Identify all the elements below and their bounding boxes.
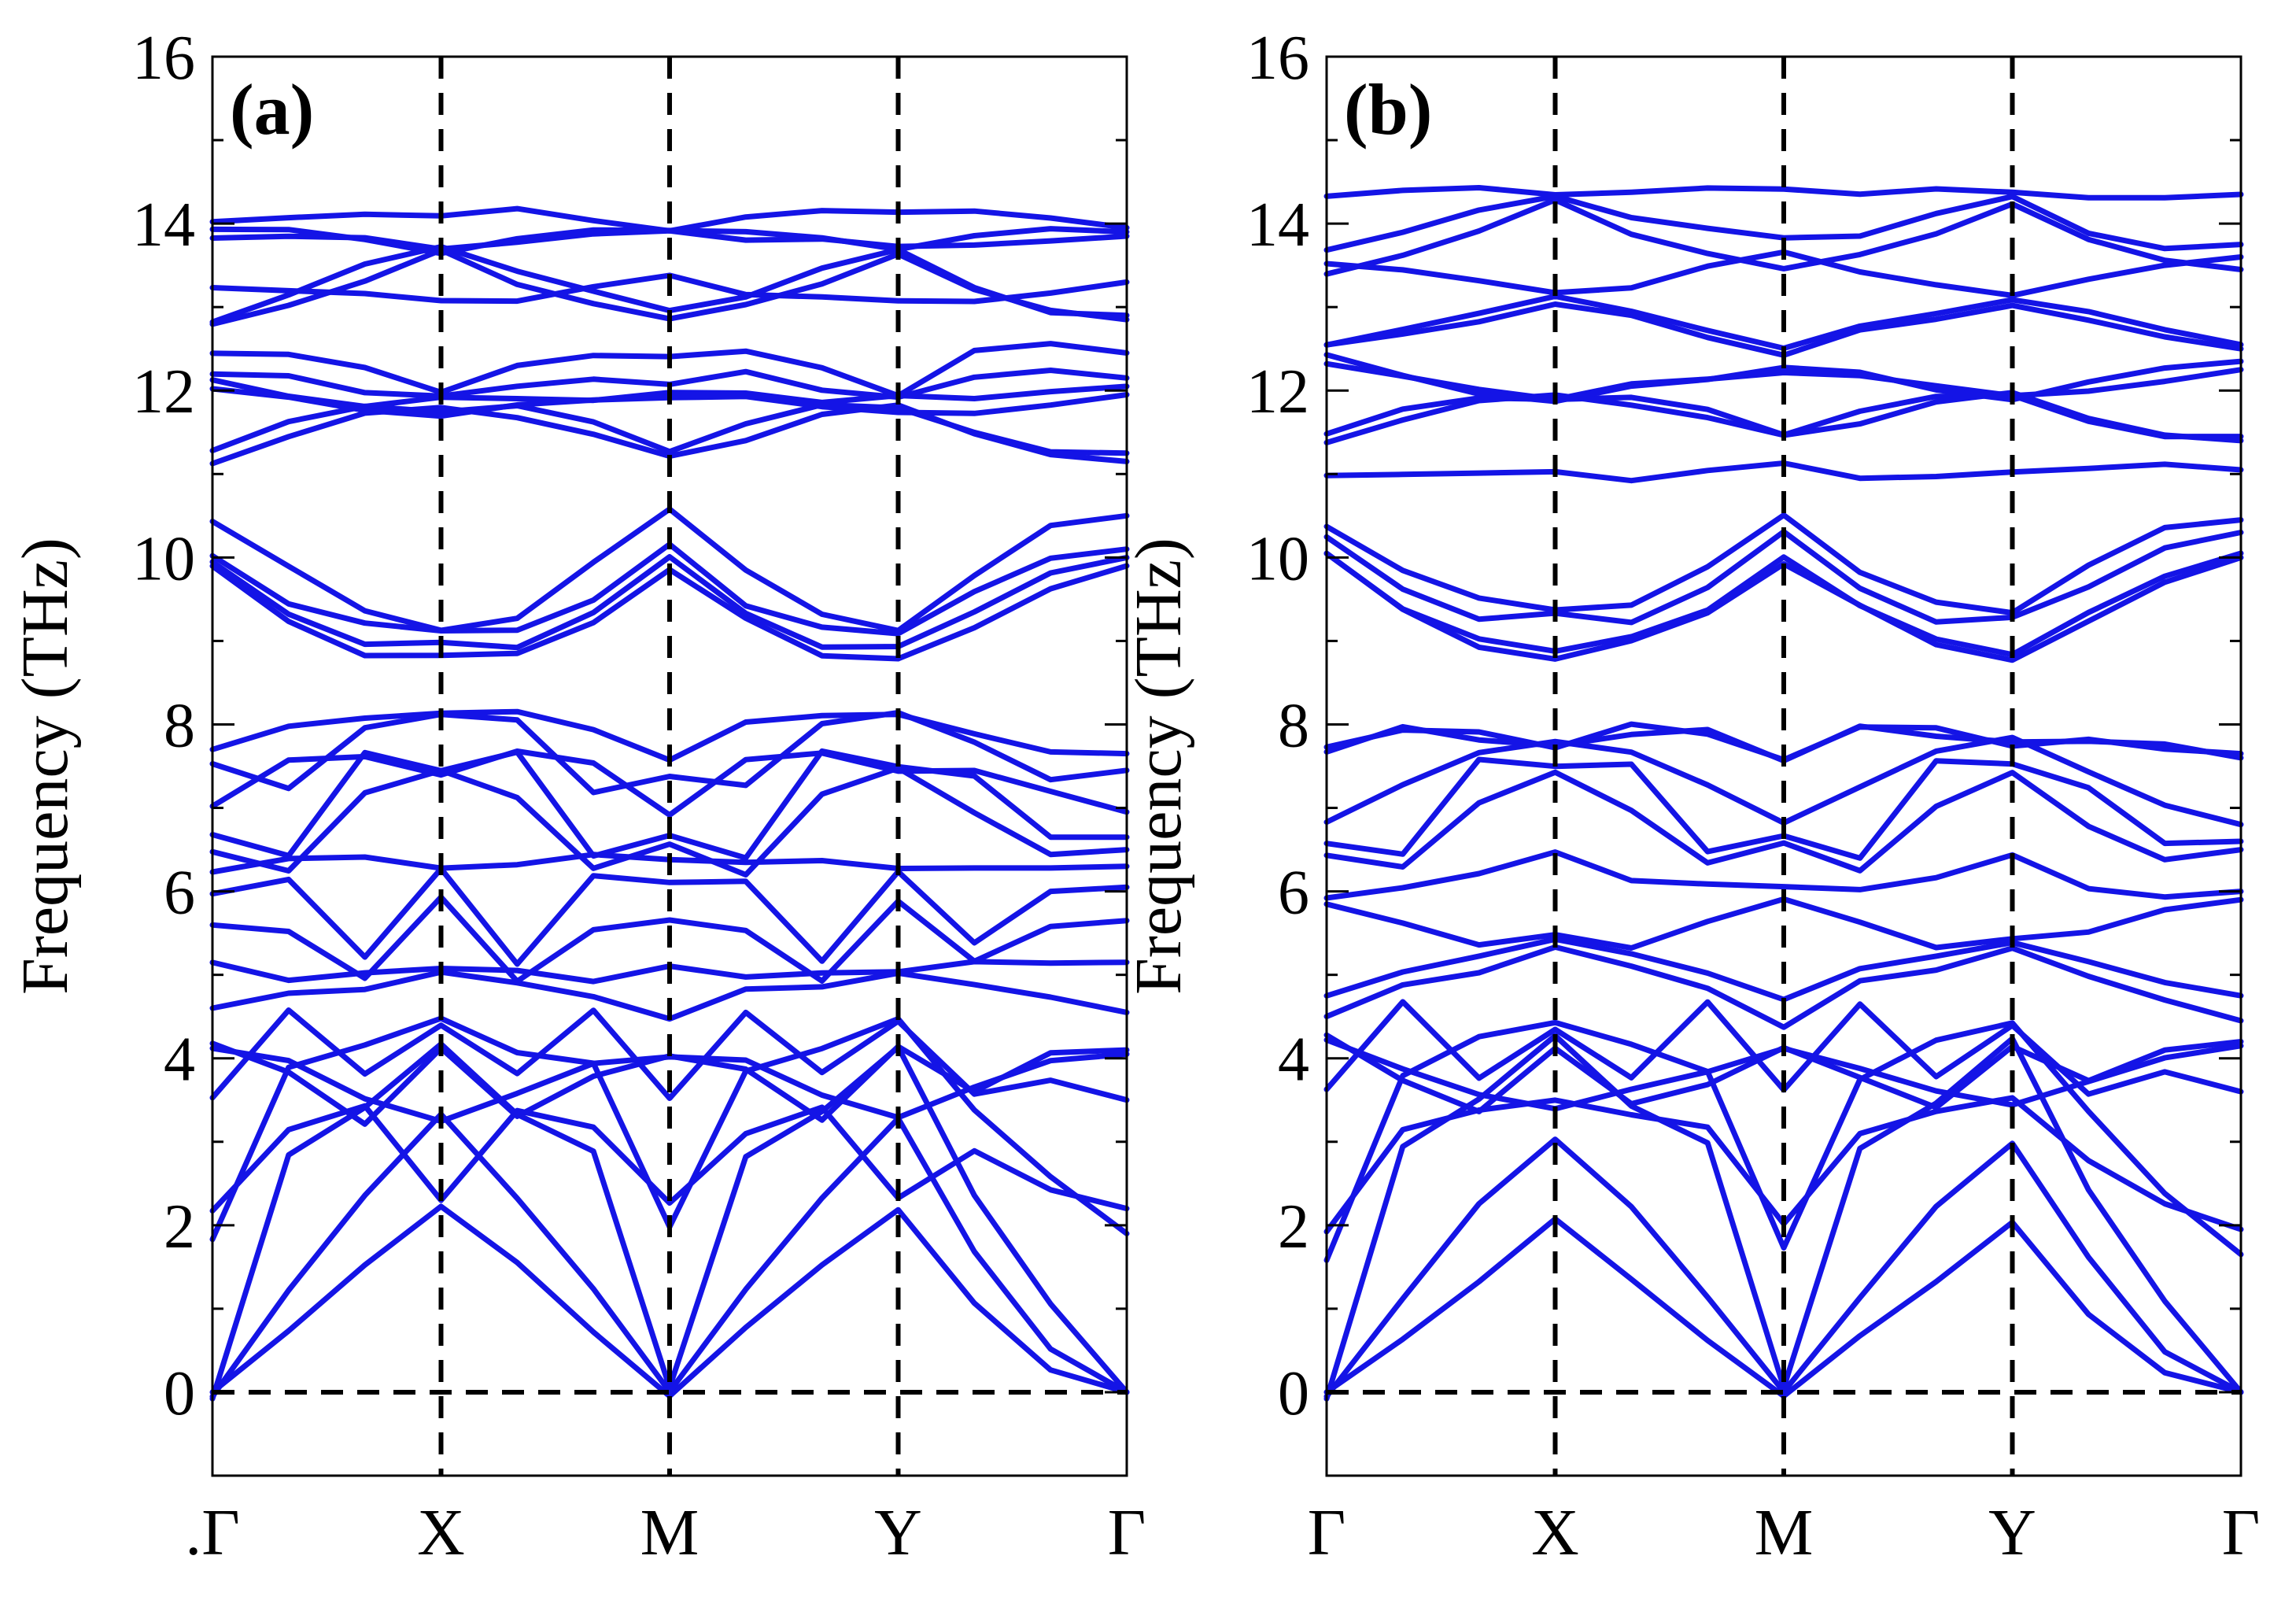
y-tick-label: 8 [1278, 691, 1309, 760]
y-tick-label: 16 [132, 24, 195, 93]
y-tick-label: 0 [164, 1359, 195, 1428]
y-tick-label: 10 [132, 524, 195, 593]
band-line [209, 710, 1130, 796]
y-tick-label: 0 [1278, 1359, 1309, 1428]
band-line [1323, 197, 2244, 277]
x-tick-label: Γ [1308, 1496, 1346, 1569]
band-line [209, 1103, 1130, 1214]
plot-frame [211, 55, 1128, 1477]
band-line [1323, 769, 2244, 874]
band-line [209, 1111, 1130, 1399]
y-tick-label: 16 [1246, 24, 1309, 93]
x-tick-label: Y [1988, 1496, 2036, 1569]
panel-label: (a) [230, 69, 314, 150]
band-line [209, 765, 1130, 878]
band-line [1323, 512, 2244, 616]
x-tick-label: M [1755, 1496, 1814, 1569]
band-line [209, 554, 1130, 651]
y-tick-label: 6 [164, 859, 195, 928]
x-tick-label: .Γ [185, 1496, 240, 1569]
y-tick-label: 14 [1246, 190, 1309, 260]
x-tick-label: X [417, 1496, 465, 1569]
y-tick-label: 2 [164, 1192, 195, 1262]
x-tick-label: X [1531, 1496, 1579, 1569]
y-tick-label: 10 [1246, 524, 1309, 593]
panel-b: 0 2 4 6 8 10 12 14 16 Γ X M Y Γ Frequency (THz) (b) [1122, 24, 2260, 1569]
y-tick-label: 4 [1278, 1025, 1309, 1095]
band-line [1323, 944, 2244, 1030]
y-tick-label: 8 [164, 691, 195, 760]
x-tick-label: Y [874, 1496, 922, 1569]
x-tick-label: Γ [1108, 1496, 1146, 1569]
band-line [209, 1203, 1130, 1399]
band-line [1323, 849, 2244, 901]
y-tick-label: 12 [132, 357, 195, 427]
band-line [1323, 185, 2244, 201]
panel-label: (b) [1344, 69, 1432, 150]
band-line [1323, 1136, 2244, 1399]
band-line [209, 894, 1130, 985]
plot-frame [1325, 55, 2242, 1477]
x-tick-label: M [640, 1496, 700, 1569]
y-axis-label: Frequency (THz) [1122, 538, 1195, 995]
y-tick-label: 6 [1278, 859, 1309, 928]
band-line [1323, 1033, 2244, 1402]
band-line [1323, 360, 2244, 402]
y-axis-label: Frequency (THz) [9, 538, 82, 995]
band-line [209, 866, 1130, 967]
band-line [209, 205, 1130, 234]
band-line [1323, 550, 2244, 658]
y-tick-label: 4 [164, 1025, 195, 1095]
y-tick-label: 12 [1246, 357, 1309, 427]
x-tick-label: Γ [2222, 1496, 2261, 1569]
y-tick-label: 14 [132, 190, 195, 260]
panel-a: 0 2 4 6 8 10 12 14 16 .Γ X M Y Γ Frequency (THz) (a) [9, 24, 1146, 1569]
band-line [1323, 1216, 2244, 1399]
y-tick-label: 2 [1278, 1192, 1309, 1262]
band-line [1323, 1019, 2244, 1263]
band-line [209, 748, 1130, 818]
